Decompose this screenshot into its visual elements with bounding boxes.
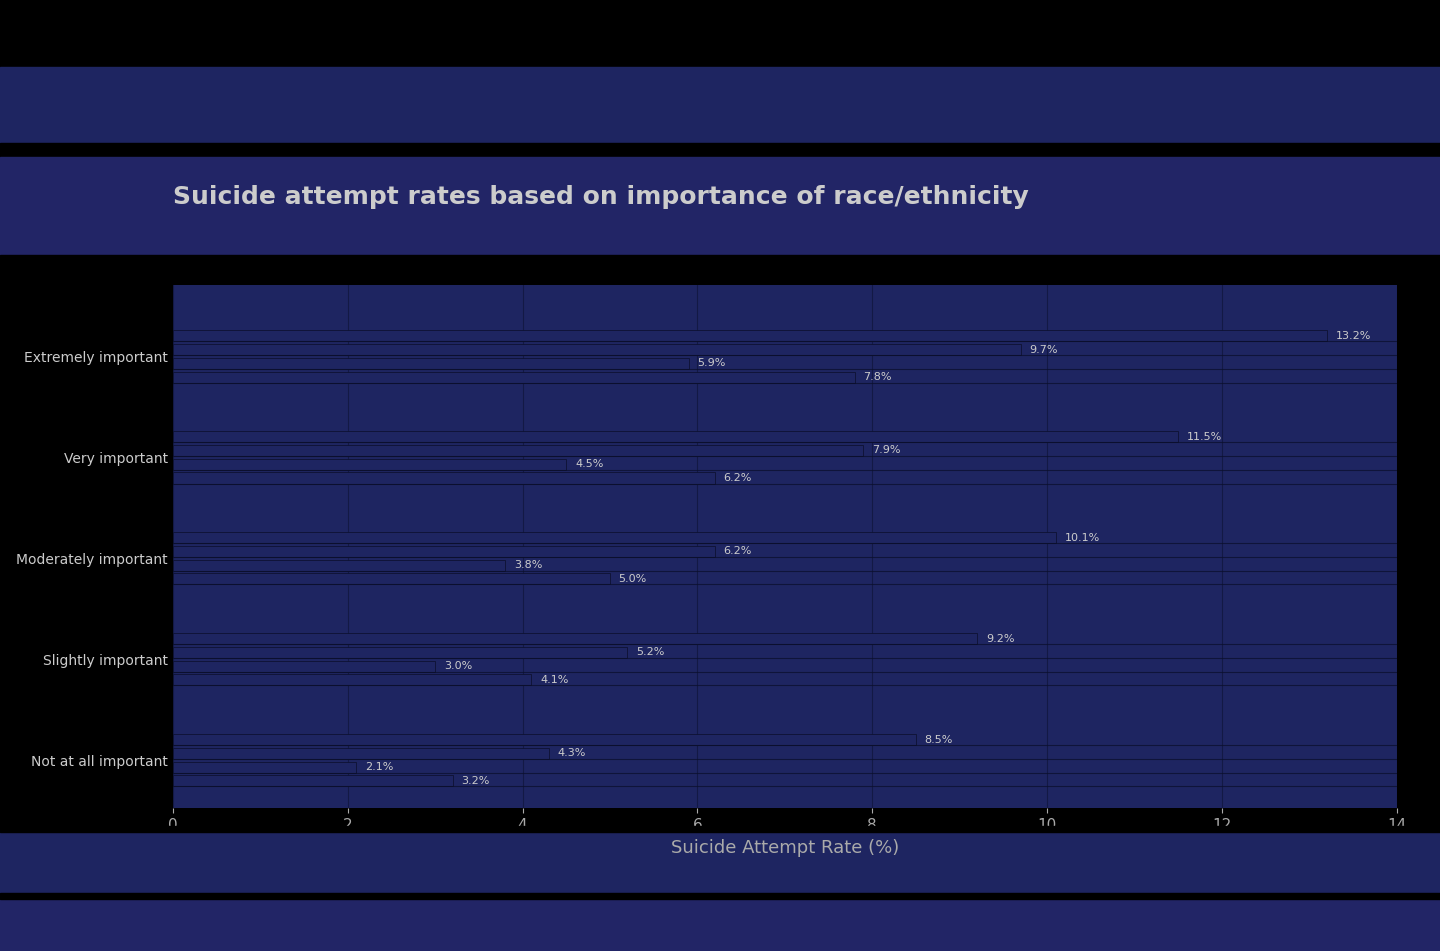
Text: 6.2%: 6.2% [723, 473, 752, 483]
Text: 8.5%: 8.5% [924, 734, 953, 745]
Bar [173, 647, 628, 658]
Bar [173, 633, 978, 644]
Text: 11.5%: 11.5% [1187, 432, 1223, 441]
Bar [173, 330, 1326, 341]
Text: Suicide attempt rates based on importance of race/ethnicity: Suicide attempt rates based on importanc… [173, 185, 1028, 209]
Text: 3.8%: 3.8% [514, 560, 541, 571]
Bar [173, 372, 855, 382]
X-axis label: Suicide Attempt Rate (%): Suicide Attempt Rate (%) [671, 839, 899, 857]
Text: 5.2%: 5.2% [636, 648, 664, 657]
Bar [173, 431, 1178, 442]
Text: 4.5%: 4.5% [575, 459, 603, 469]
Bar [173, 546, 714, 557]
Bar [173, 775, 452, 786]
Text: 7.9%: 7.9% [873, 445, 901, 456]
Bar [173, 473, 714, 483]
Text: 3.2%: 3.2% [461, 776, 490, 786]
Text: 9.7%: 9.7% [1030, 344, 1058, 355]
Bar [173, 445, 864, 456]
Text: 2.1%: 2.1% [366, 762, 393, 772]
Text: 7.8%: 7.8% [864, 372, 891, 382]
Bar [173, 344, 1021, 355]
Text: 5.0%: 5.0% [619, 574, 647, 584]
Text: 3.0%: 3.0% [444, 661, 472, 671]
Text: 9.2%: 9.2% [986, 633, 1014, 644]
Bar [173, 747, 549, 759]
Text: 10.1%: 10.1% [1064, 533, 1100, 543]
Bar [173, 458, 566, 470]
Bar [173, 533, 1056, 543]
Text: 13.2%: 13.2% [1336, 331, 1371, 340]
Text: 4.3%: 4.3% [557, 748, 586, 758]
Bar [173, 661, 435, 671]
Bar [173, 358, 688, 369]
Text: 5.9%: 5.9% [697, 359, 726, 368]
Bar [173, 674, 531, 686]
Text: 6.2%: 6.2% [723, 547, 752, 556]
Bar [173, 762, 357, 772]
Bar [173, 560, 505, 571]
Bar [173, 734, 916, 745]
Text: 4.1%: 4.1% [540, 675, 569, 685]
Bar [173, 573, 611, 585]
